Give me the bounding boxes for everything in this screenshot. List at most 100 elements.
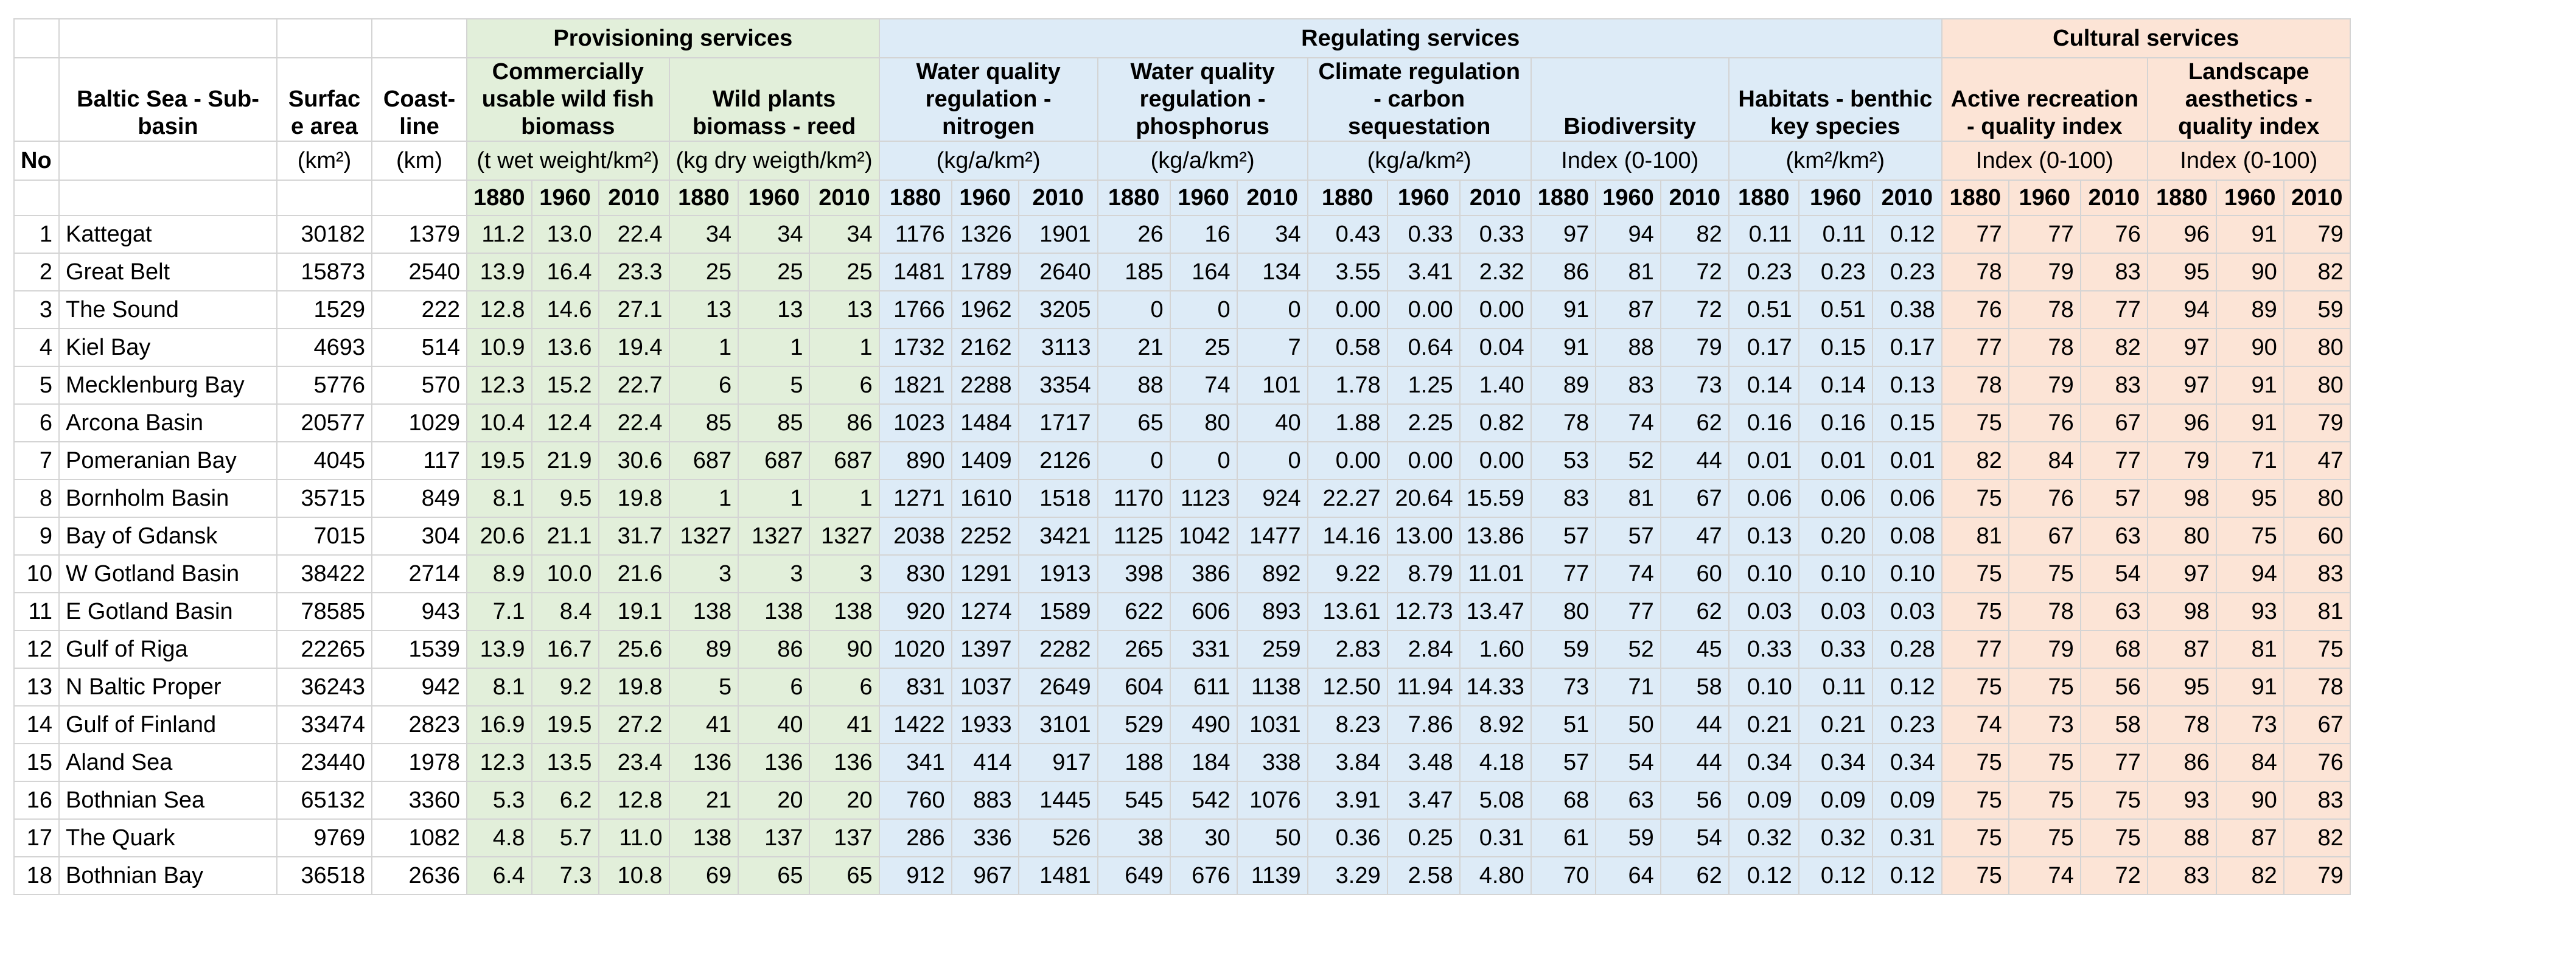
service-value: 78 <box>2008 328 2081 367</box>
surface-area-value: 4045 <box>276 441 372 480</box>
service-value: 0.01 <box>1728 441 1799 480</box>
service-title-habitats: Habitats - benthic key species <box>1728 57 1942 142</box>
service-value: 0.15 <box>1871 403 1942 442</box>
basin-name: The Quark <box>58 818 277 857</box>
service-value: 38 <box>1097 818 1171 857</box>
service-value: 77 <box>1941 630 2009 669</box>
service-value: 542 <box>1169 781 1238 820</box>
service-value: 23.3 <box>598 253 670 291</box>
service-value: 78 <box>1941 366 2009 405</box>
basin-header: Baltic Sea - Sub-basin <box>58 57 277 142</box>
service-value: 79 <box>2008 253 2081 291</box>
service-value: 0.28 <box>1871 630 1942 669</box>
year-header: 1880 <box>466 180 532 216</box>
service-value: 19.4 <box>598 328 670 367</box>
year-header: 1880 <box>1530 180 1597 216</box>
service-value: 137 <box>809 818 880 857</box>
year-header: 1880 <box>1307 180 1388 216</box>
service-value: 77 <box>2008 215 2081 254</box>
service-value: 73 <box>1530 668 1597 707</box>
service-value: 0.21 <box>1798 705 1873 744</box>
service-value: 77 <box>1941 215 2009 254</box>
service-value: 80 <box>1530 592 1597 631</box>
service-value: 7.1 <box>466 592 532 631</box>
service-value: 68 <box>1530 781 1597 820</box>
year-header: 2010 <box>1459 180 1532 216</box>
service-value: 0.43 <box>1307 215 1388 254</box>
service-value: 0.06 <box>1871 479 1942 518</box>
service-value: 0.33 <box>1386 215 1461 254</box>
service-value: 77 <box>1530 554 1597 593</box>
coastline-value: 2823 <box>371 705 467 744</box>
year-header: 2010 <box>809 180 880 216</box>
basin-name: Gulf of Riga <box>58 630 277 669</box>
blank-cell <box>58 180 277 216</box>
service-value: 3.47 <box>1386 781 1461 820</box>
service-value: 138 <box>668 818 739 857</box>
service-value: 67 <box>2283 705 2351 744</box>
coastline-value: 1539 <box>371 630 467 669</box>
service-value: 85 <box>738 403 811 442</box>
coastline-value: 1379 <box>371 215 467 254</box>
service-value: 70 <box>1530 856 1597 895</box>
year-header: 1880 <box>1728 180 1799 216</box>
service-value: 1274 <box>951 592 1019 631</box>
service-value: 79 <box>2283 403 2351 442</box>
service-value: 0.09 <box>1871 781 1942 820</box>
service-title-carbon: Climate regulation - carbon sequestation <box>1307 57 1532 142</box>
service-value: 0.17 <box>1871 328 1942 367</box>
service-value: 0.15 <box>1798 328 1873 367</box>
service-value: 98 <box>2146 592 2217 631</box>
service-value: 2282 <box>1017 630 1098 669</box>
service-value: 917 <box>1017 743 1098 782</box>
service-value: 13.0 <box>531 215 599 254</box>
table-row: 18 Bothnian Bay 36518 2636 6.4 7.3 10.8 69 65 65 9… <box>13 856 2351 895</box>
unit-carbon: (kg/a/km²) <box>1307 141 1532 181</box>
service-value: 62 <box>1660 592 1730 631</box>
blank-cell <box>13 180 60 216</box>
service-value: 79 <box>2283 856 2351 895</box>
service-value: 831 <box>878 668 952 707</box>
service-value: 265 <box>1097 630 1171 669</box>
service-value: 12.50 <box>1307 668 1388 707</box>
service-value: 1.25 <box>1386 366 1461 405</box>
row-number: 12 <box>13 630 60 669</box>
service-value: 20.64 <box>1386 479 1461 518</box>
service-value: 6 <box>809 668 880 707</box>
service-value: 0 <box>1236 441 1308 480</box>
service-value: 34 <box>668 215 739 254</box>
service-value: 21 <box>1097 328 1171 367</box>
service-value: 15.59 <box>1459 479 1532 518</box>
service-value: 622 <box>1097 592 1171 631</box>
surface-area-value: 5776 <box>276 366 372 405</box>
service-value: 0.31 <box>1459 818 1532 857</box>
table-row: 15 Aland Sea 23440 1978 12.3 13.5 23.4 136 136 13… <box>13 743 2351 782</box>
cultural-group-header: Cultural services <box>1941 18 2351 58</box>
surface-area-value: 65132 <box>276 781 372 820</box>
service-value: 13.6 <box>531 328 599 367</box>
service-value: 687 <box>668 441 739 480</box>
service-value: 25 <box>809 253 880 291</box>
service-value: 13.86 <box>1459 517 1532 556</box>
service-value: 54 <box>1660 818 1730 857</box>
row-number: 2 <box>13 253 60 291</box>
service-value: 72 <box>1660 253 1730 291</box>
unit-fish: (t wet weight/km²) <box>466 141 670 181</box>
service-value: 75 <box>1941 818 2009 857</box>
service-value: 5.3 <box>466 781 532 820</box>
surface-unit: (km²) <box>276 141 372 181</box>
service-value: 83 <box>2283 781 2351 820</box>
service-value: 69 <box>668 856 739 895</box>
service-value: 22.4 <box>598 403 670 442</box>
row-number: 15 <box>13 743 60 782</box>
service-value: 545 <box>1097 781 1171 820</box>
service-value: 0.03 <box>1798 592 1873 631</box>
service-value: 81 <box>1941 517 2009 556</box>
service-value: 19.1 <box>598 592 670 631</box>
service-value: 3.55 <box>1307 253 1388 291</box>
service-value: 0.08 <box>1871 517 1942 556</box>
service-value: 1933 <box>951 705 1019 744</box>
service-value: 88 <box>2146 818 2217 857</box>
year-header: 1880 <box>668 180 739 216</box>
service-value: 3354 <box>1017 366 1098 405</box>
